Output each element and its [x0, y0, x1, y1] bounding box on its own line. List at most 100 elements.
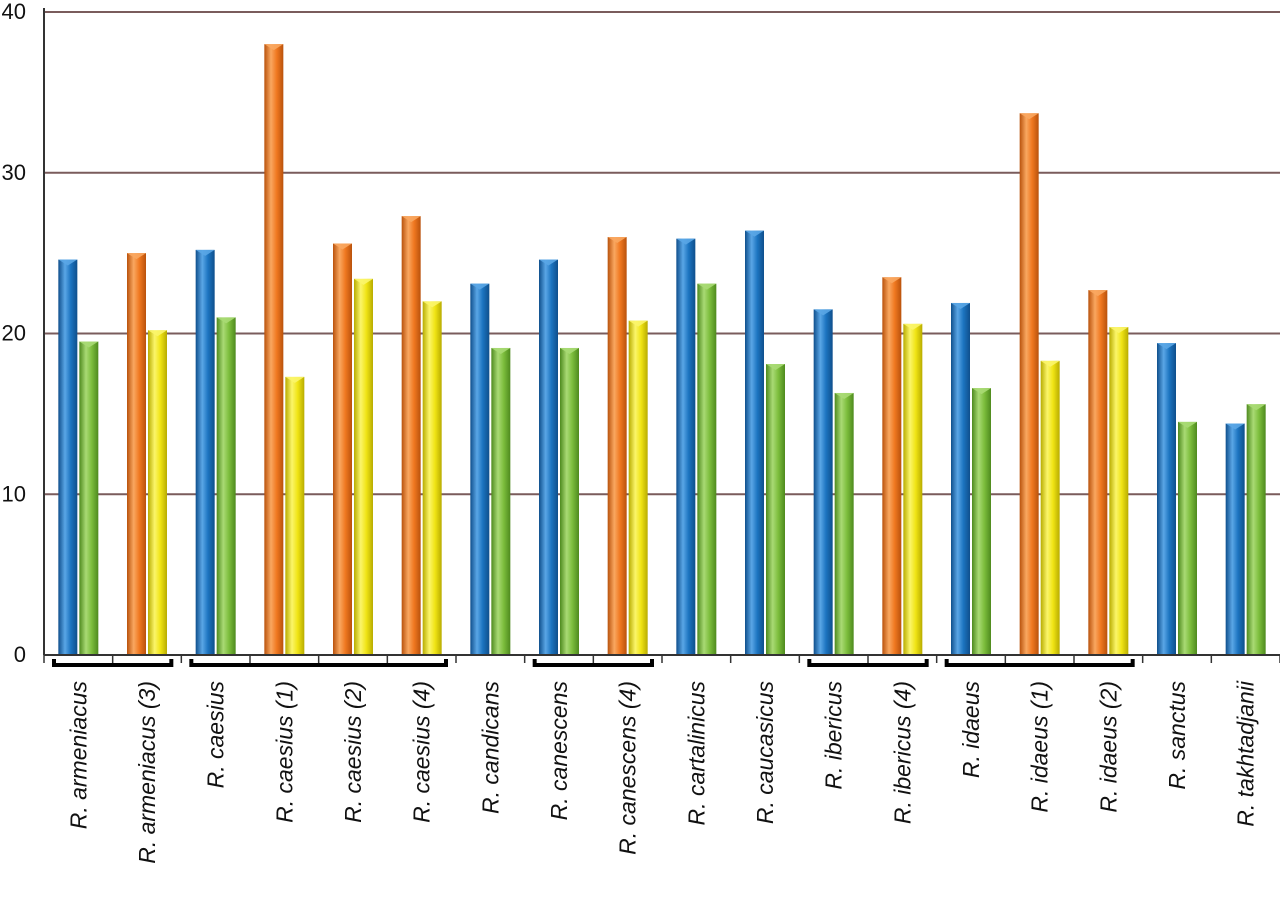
bar-cap [697, 283, 717, 290]
category-label: R. caesius (4) [409, 681, 435, 823]
category-label: R. caesius (2) [340, 681, 366, 823]
bar-cap [607, 237, 627, 244]
bar-15-orange [1019, 113, 1039, 655]
y-tick-label: 40 [2, 0, 26, 24]
group-bracket [52, 659, 174, 667]
bar-cap [491, 347, 511, 354]
bar-cap [628, 320, 648, 327]
bar-cap [745, 230, 764, 237]
bar-cap [264, 44, 284, 51]
bar-13-yellow [903, 323, 923, 655]
category-label: R. caesius (1) [271, 681, 297, 823]
bar-17-green [1178, 421, 1197, 655]
bar-cap [333, 243, 352, 250]
group-bracket [944, 659, 1135, 667]
bars-layer [58, 44, 1266, 656]
bar-6-yellow [422, 301, 442, 655]
bar-15-yellow [1040, 360, 1060, 655]
group-bracket [807, 659, 929, 667]
y-tick-label: 0 [14, 642, 26, 667]
x-axis [43, 8, 1280, 663]
bar-8-green [560, 347, 579, 655]
bar-cap [1178, 421, 1197, 428]
bar-cap [1157, 343, 1176, 350]
category-label: R. sanctus [1164, 681, 1190, 790]
bar-cap [1040, 360, 1060, 367]
bar-cap [470, 283, 490, 290]
bar-5-yellow [354, 278, 373, 655]
bar-17-blue [1157, 343, 1176, 655]
bar-cap [127, 253, 146, 260]
category-label: R. canescens (4) [615, 681, 641, 855]
bar-9-orange [607, 237, 627, 656]
category-label: R. armeniacus [65, 681, 91, 830]
bar-cap [834, 392, 854, 399]
bar-2-orange [127, 253, 146, 655]
bar-12-green [834, 392, 854, 655]
bar-1-blue [58, 259, 78, 655]
y-axis-ticks: 0 10 20 30 40 [2, 0, 26, 667]
category-label: R. takhtadjanii [1233, 680, 1259, 827]
bar-cap [951, 302, 970, 309]
y-tick-label: 30 [2, 160, 26, 185]
category-label: R. idaeus [958, 681, 984, 779]
bar-cap [1109, 327, 1129, 334]
bar-cap [560, 347, 579, 354]
bar-cap [79, 341, 99, 348]
bar-cap [1088, 290, 1108, 297]
category-label: R. caucasicus [752, 681, 778, 825]
group-bracket [532, 659, 654, 667]
bar-1-green [79, 341, 99, 655]
bar-cap [539, 259, 558, 266]
grid-layer [44, 11, 1280, 496]
bar-cap [882, 277, 902, 284]
category-label: R. caesius [203, 681, 229, 789]
category-label: R. cartalinicus [683, 681, 709, 826]
category-label: R. ibericus (4) [889, 681, 915, 824]
bar-7-blue [470, 283, 490, 655]
category-label: R. ibericus [821, 681, 847, 790]
category-labels: R. armeniacus R. armeniacus (3) R. caesius… [65, 680, 1258, 864]
bar-18-green [1246, 404, 1266, 655]
group-bracket [189, 659, 448, 667]
bar-cap [1225, 423, 1245, 430]
bar-3-green [216, 317, 236, 655]
y-tick-label: 10 [2, 481, 26, 506]
bar-cap [285, 376, 305, 383]
bar-cap [216, 317, 236, 324]
bar-12-blue [813, 309, 833, 655]
bar-6-orange [401, 216, 421, 655]
category-label: R. idaeus (1) [1027, 681, 1053, 813]
bar-cap [354, 278, 373, 285]
bar-cap [1019, 113, 1039, 120]
bar-7-green [491, 347, 511, 655]
category-label: R. armeniacus (3) [134, 681, 160, 864]
bar-cap [972, 388, 991, 395]
bar-11-blue [745, 230, 764, 655]
bar-2-yellow [148, 330, 167, 655]
bar-13-orange [882, 277, 902, 655]
bar-5-orange [333, 243, 352, 656]
y-tick-label: 20 [2, 321, 26, 346]
bar-cap [195, 249, 215, 256]
category-label: R. candicans [477, 681, 503, 814]
bar-18-blue [1225, 423, 1245, 655]
group-brackets [52, 659, 1135, 667]
bar-9-yellow [628, 320, 648, 655]
bar-3-blue [195, 249, 215, 655]
bar-cap [676, 238, 696, 245]
bar-10-blue [676, 238, 696, 655]
bar-4-yellow [285, 376, 305, 655]
category-label: R. idaeus (2) [1095, 681, 1121, 813]
bar-cap [813, 309, 833, 316]
bar-16-orange [1088, 290, 1108, 655]
bar-16-yellow [1109, 327, 1129, 655]
bar-11-green [766, 364, 785, 655]
bar-cap [903, 323, 923, 330]
bar-10-green [697, 283, 717, 655]
bar-cap [148, 330, 167, 337]
category-label: R. canescens [546, 681, 572, 821]
bar-14-green [972, 388, 991, 655]
